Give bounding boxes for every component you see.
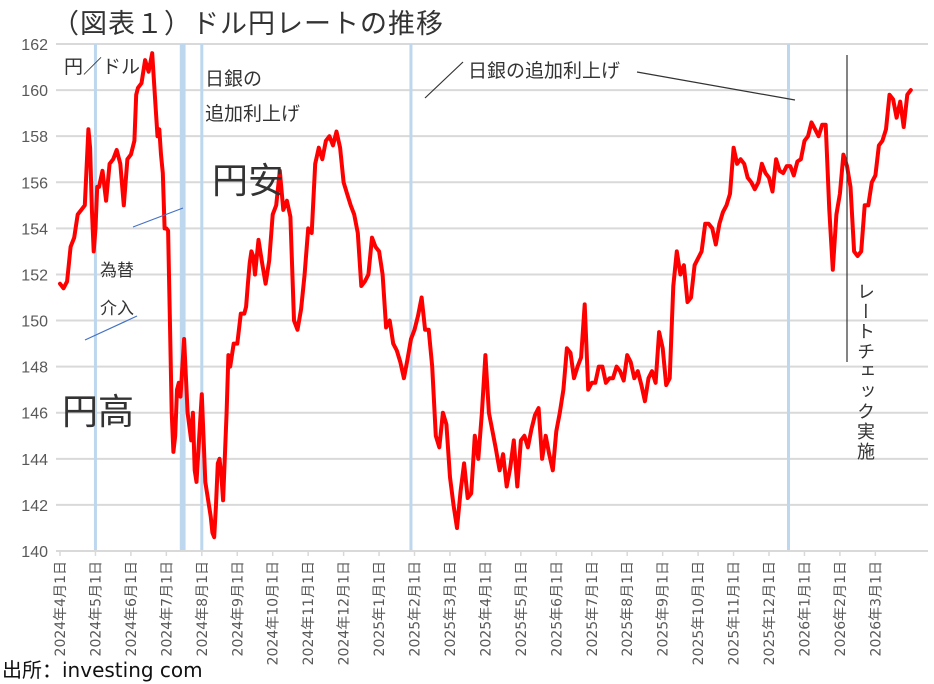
x-tick-label: 2025年6月1日 <box>549 561 565 656</box>
x-tick-label: 2024年8月1日 <box>195 561 211 656</box>
x-tick-label: 2026年1月1日 <box>797 561 813 656</box>
x-tick-label: 2026年2月1日 <box>833 561 849 656</box>
intervention-label-line1: 為替 <box>100 261 134 281</box>
gridlines <box>56 43 928 552</box>
y-tick-label: 162 <box>21 37 48 54</box>
y-tick-label: 154 <box>21 221 48 238</box>
x-tick-label: 2025年11月1日 <box>727 561 743 665</box>
callout-line <box>424 61 464 99</box>
callout-line <box>636 71 796 101</box>
y-tick-label: 146 <box>21 406 48 423</box>
x-tick-label: 2025年2月1日 <box>408 561 424 656</box>
callout-lines <box>84 55 848 362</box>
callout-line <box>84 315 138 341</box>
event-bands <box>93 44 790 551</box>
x-tick-label: 2025年8月1日 <box>620 561 636 656</box>
callout-line <box>132 207 184 228</box>
y-axis: 140 142 144 146 148 150 152 154 156 158 160 162 <box>21 37 48 561</box>
yen-strong-label: 円高 <box>62 392 135 433</box>
y-tick-label: 144 <box>21 452 48 469</box>
x-tick-label: 2024年12月1日 <box>337 561 353 665</box>
y-tick-label: 150 <box>21 314 48 331</box>
yen-weak-label: 円安 <box>212 161 285 202</box>
x-tick-label: 2024年10月1日 <box>266 561 282 665</box>
boj-hike-1-label-line1: 日銀の <box>205 68 263 90</box>
x-tick-label: 2024年9月1日 <box>230 561 246 656</box>
y-tick-label: 152 <box>21 267 48 284</box>
x-tick-label: 2025年1月1日 <box>372 561 388 656</box>
x-tick-label: 2025年7月1日 <box>585 561 601 656</box>
y-tick-label: 148 <box>21 360 48 377</box>
x-tick-label: 2024年7月1日 <box>159 561 175 656</box>
y-tick-label: 142 <box>21 498 48 515</box>
rate-check-label: レートチェック実施 <box>854 282 875 462</box>
y-tick-label: 140 <box>21 544 48 561</box>
x-tick-label: 2025年9月1日 <box>656 561 672 656</box>
x-tick-label: 2025年4月1日 <box>478 561 494 656</box>
x-tick-label: 2026年3月1日 <box>868 561 884 656</box>
x-tick-label: 2025年5月1日 <box>514 561 530 656</box>
x-tick-label: 2024年6月1日 <box>124 561 140 656</box>
x-tick-label: 2025年10月1日 <box>691 561 707 665</box>
source-note: 出所：investing com <box>2 658 203 682</box>
boj-hike-2-label: 日銀の追加利上げ <box>468 60 621 82</box>
x-tick-label: 2024年5月1日 <box>88 561 104 656</box>
y-tick-label: 156 <box>21 175 48 192</box>
y-tick-label: 160 <box>21 83 48 100</box>
y-tick-label: 158 <box>21 129 48 146</box>
x-axis: 2024年4月1日 2024年5月1日 2024年6月1日 2024年7月1日 2024… <box>53 550 928 665</box>
boj-hike-1-label-line2: 追加利上げ <box>205 103 301 125</box>
chart-title: （図表１）ドル円レートの推移 <box>52 9 444 40</box>
intervention-label-line2: 介入 <box>100 299 134 319</box>
usdjpy-line <box>58 51 913 540</box>
x-tick-label: 2024年4月1日 <box>53 561 69 656</box>
x-tick-label: 2024年11月1日 <box>301 561 317 665</box>
x-tick-label: 2025年12月1日 <box>762 561 778 665</box>
x-tick-label: 2025年3月1日 <box>443 561 459 656</box>
unit-label: 円／ドル <box>64 56 141 78</box>
